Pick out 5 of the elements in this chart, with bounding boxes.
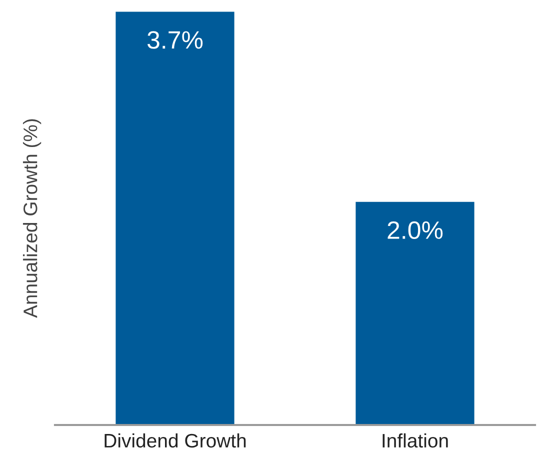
data-label: 3.7% xyxy=(147,31,203,49)
y-axis-title: Annualized Growth (%) xyxy=(22,119,42,318)
data-label: 2.0% xyxy=(388,221,443,240)
x-tick-label: Dividend Growth xyxy=(104,433,246,448)
x-tick-label: Inflation xyxy=(382,433,448,448)
